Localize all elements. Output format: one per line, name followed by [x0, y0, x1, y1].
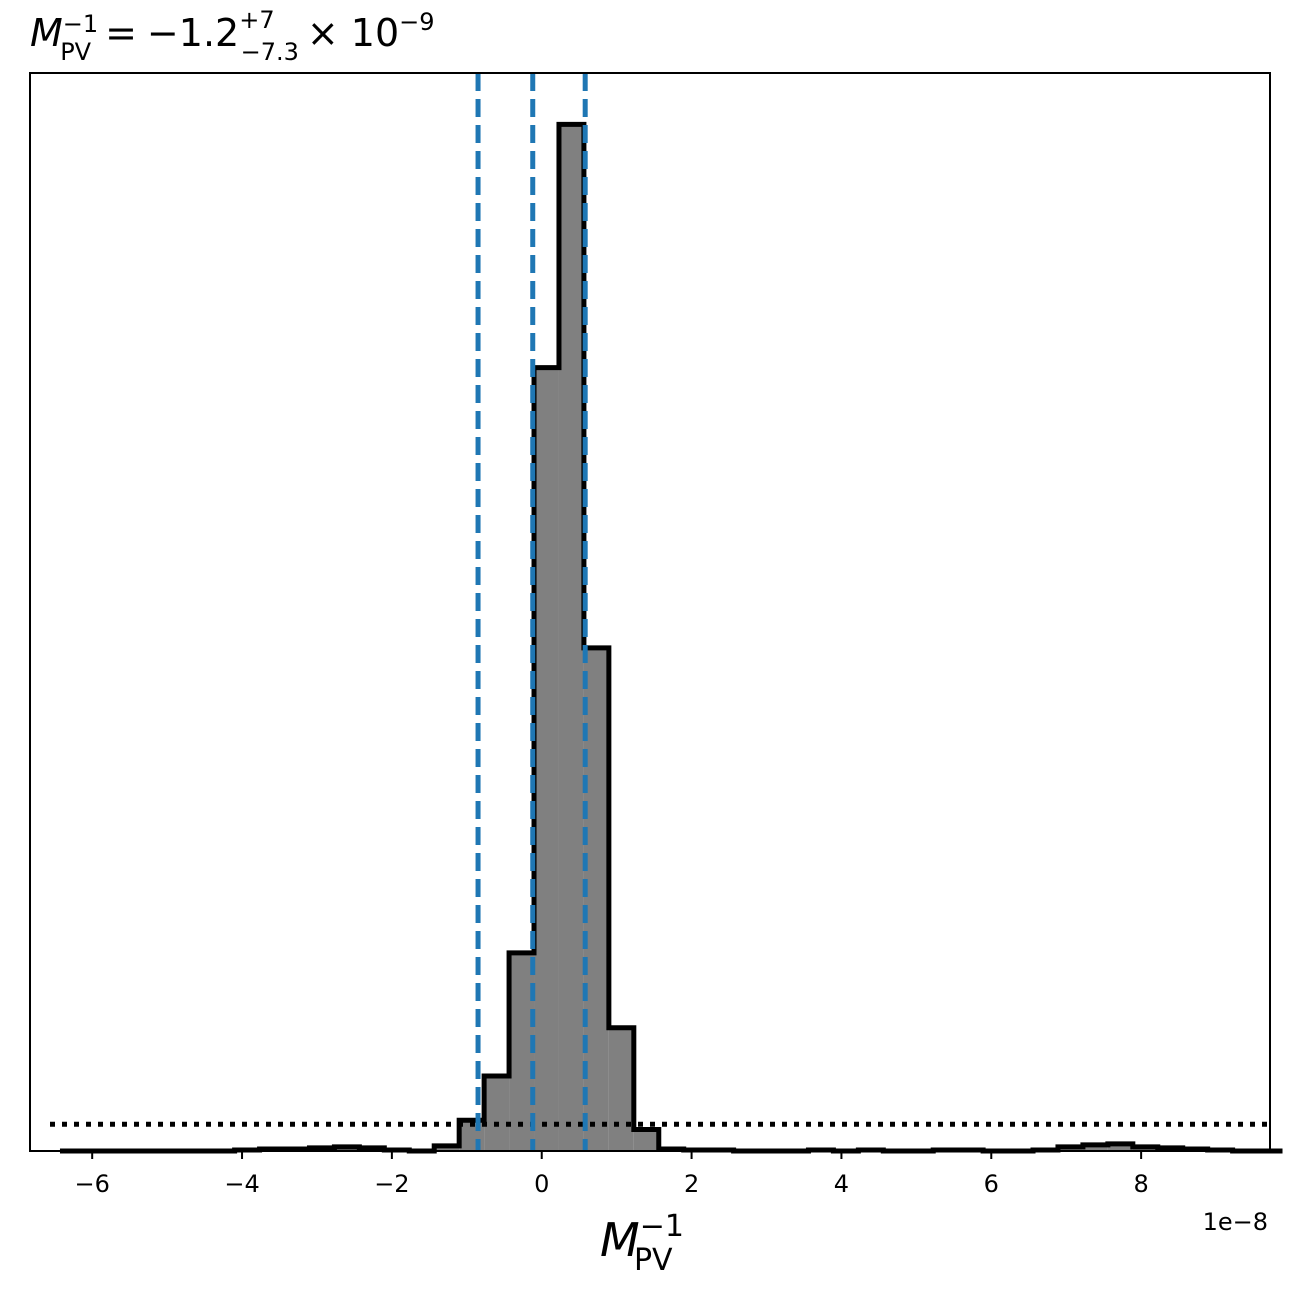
title-exponent: −9	[399, 8, 434, 36]
title-upper: +7	[239, 6, 274, 34]
x-tick-label: −6	[74, 1170, 109, 1198]
histogram-bar	[558, 124, 584, 1151]
histogram-bar	[608, 1027, 634, 1151]
xlabel-base: M	[600, 1213, 640, 1267]
title-lhs-sub: PV	[60, 38, 91, 66]
xlabel-sub: PV	[634, 1243, 673, 1278]
histogram-bar	[509, 952, 535, 1151]
histogram-outline	[59, 121, 1283, 1154]
histogram-bar	[484, 1076, 510, 1151]
histogram-bar	[434, 1145, 460, 1151]
histogram-bar	[1082, 1144, 1108, 1151]
chart-title: M−1 PV = −1.2+7 −7.3 × 10−9	[30, 6, 435, 66]
title-equals: =	[105, 11, 137, 55]
x-tick-label: −2	[374, 1170, 409, 1198]
x-tick-label: 8	[1133, 1170, 1148, 1198]
title-lhs-sup: −1	[63, 10, 98, 38]
x-tick-label: 2	[684, 1170, 699, 1198]
histogram-bar	[633, 1129, 659, 1151]
histogram-bar	[534, 367, 559, 1151]
xlabel-sup: −1	[640, 1209, 684, 1244]
title-value: −1.2	[147, 11, 239, 55]
histogram-bar	[583, 647, 609, 1151]
x-tick-label: −4	[224, 1170, 259, 1198]
title-lower: −7.3	[241, 38, 299, 66]
x-axis-label: M−1 PV	[600, 1209, 684, 1278]
x-axis-offset-text: 1e−8	[1203, 1208, 1268, 1236]
title-lhs-base: M	[30, 11, 63, 55]
x-axis-ticks: −6 −4 −2 0 2 4 6 8	[74, 1151, 1149, 1198]
title-multiplier: × 10	[307, 11, 399, 55]
x-tick-label: 4	[834, 1170, 849, 1198]
axes-frame	[29, 72, 1271, 1152]
plot-area	[50, 73, 1283, 1154]
histogram-bar	[1107, 1143, 1133, 1151]
x-tick-label: 0	[534, 1170, 549, 1198]
x-tick-label: 6	[984, 1170, 999, 1198]
